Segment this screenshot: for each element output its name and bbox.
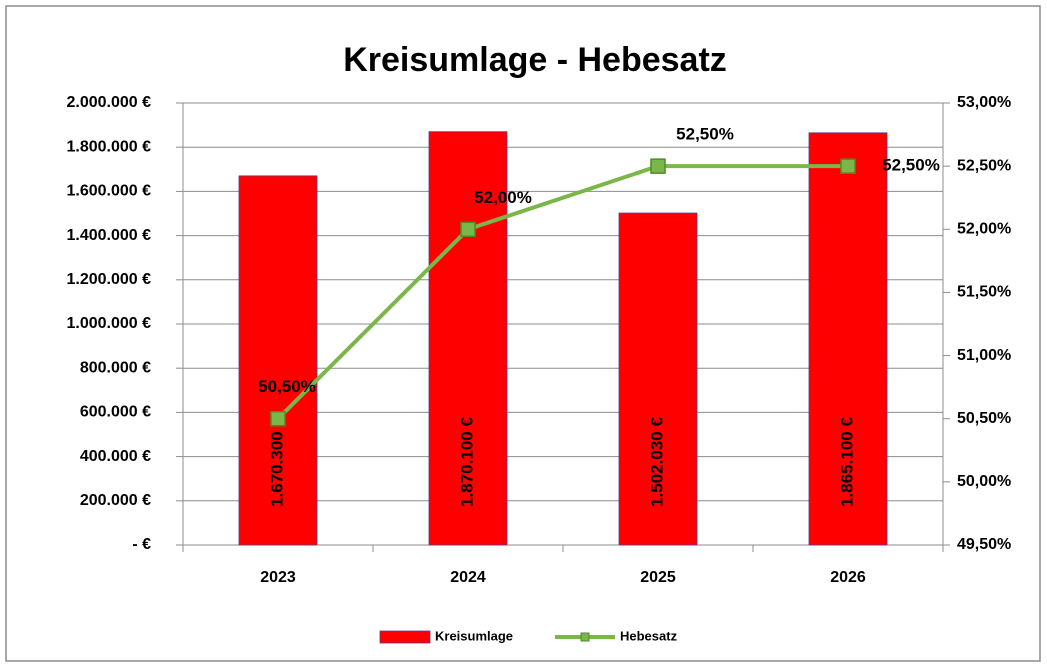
bar-value-label: 1.870.100 € (457, 417, 476, 507)
y-tick-label: 1.000.000 € (66, 315, 151, 332)
legend-label: Kreisumlage (435, 628, 513, 643)
bar-value-label: 1.502.030 € (647, 417, 666, 507)
y-tick-label: 2.000.000 € (66, 94, 151, 111)
bar-value-label: 1.865.100 € (837, 417, 856, 507)
y2-tick-label: 53,00% (957, 94, 1011, 111)
y2-tick-label: 51,00% (957, 347, 1011, 364)
line-value-label: 52,50% (676, 125, 734, 144)
bar-value-label: 1.670.300 € (267, 417, 286, 507)
y-tick-label: 400.000 € (80, 448, 151, 465)
line-marker (840, 158, 856, 174)
y-tick-label: 1.200.000 € (66, 271, 151, 288)
legend-swatch (379, 630, 431, 644)
line-marker (650, 158, 666, 174)
chart-title: Kreisumlage - Hebesatz (343, 41, 727, 79)
line-value-label: 52,50% (882, 156, 940, 175)
y2-tick-label: 52,00% (957, 221, 1011, 238)
bar (238, 175, 318, 546)
line-marker (460, 221, 476, 238)
y-tick-label: 800.000 € (80, 359, 151, 376)
bar (808, 132, 888, 546)
y-tick-label: - € (132, 536, 151, 553)
x-tick-label: 2024 (450, 569, 486, 586)
line-marker (270, 410, 286, 427)
y-tick-label: 200.000 € (80, 492, 151, 509)
x-tick-label: 2025 (640, 569, 676, 586)
legend-swatch-marker (580, 632, 590, 642)
x-tick-label: 2026 (830, 569, 866, 586)
y2-tick-label: 51,50% (957, 284, 1011, 301)
line (276, 164, 848, 421)
line-value-label: 52,00% (474, 188, 532, 207)
y-tick-label: 600.000 € (80, 404, 151, 421)
x-tick-label: 2023 (260, 569, 296, 586)
y-tick-label: 1.600.000 € (66, 183, 151, 200)
y-tick-label: 1.400.000 € (66, 227, 151, 244)
y2-tick-label: 50,00% (957, 473, 1011, 490)
bar (428, 131, 508, 546)
y2-tick-label: 49,50% (957, 536, 1011, 553)
y2-tick-label: 52,50% (957, 157, 1011, 174)
legend-label: Hebesatz (620, 628, 678, 643)
y-tick-label: 1.800.000 € (66, 138, 151, 155)
line-value-label: 50,50% (258, 377, 316, 396)
y2-tick-label: 50,50% (957, 410, 1011, 427)
bar (618, 212, 698, 546)
